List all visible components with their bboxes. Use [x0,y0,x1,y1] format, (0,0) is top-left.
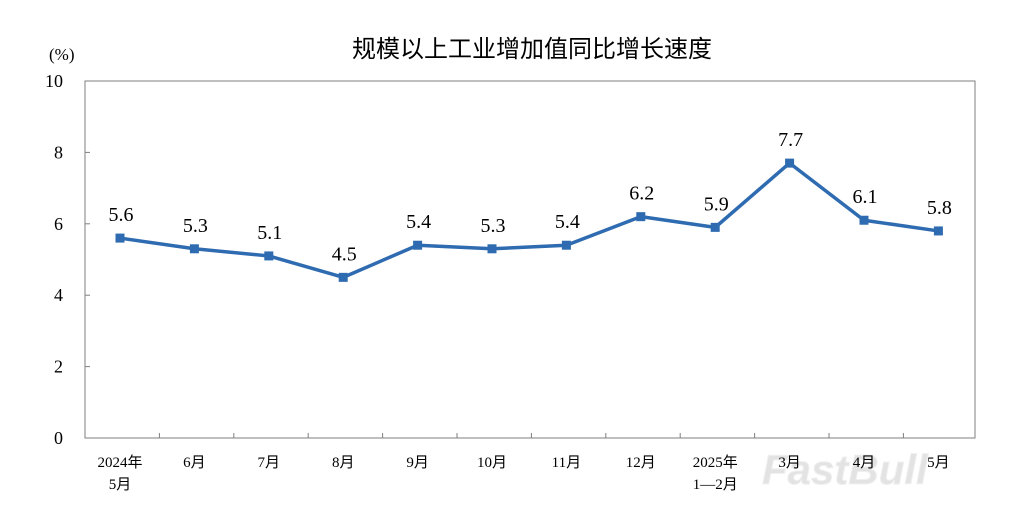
data-point-marker [487,244,497,254]
x-tick-label: 5月 [109,477,132,493]
x-tick-label: 2024年 [97,454,142,471]
y-tick-label: 4 [54,285,63,305]
data-point-marker [785,158,795,168]
x-tick-label: 7月 [258,455,281,471]
data-point-marker [264,251,274,261]
x-tick-label: 10月 [477,455,507,471]
data-label: 5.8 [927,197,952,219]
data-point-marker [189,244,199,254]
data-label: 4.5 [332,243,357,265]
x-tick-label: 8月 [332,455,355,471]
data-point-marker [859,215,869,225]
data-label: 5.1 [257,222,282,244]
data-label: 5.3 [183,215,208,237]
x-tick-label: 6月 [183,455,206,471]
x-tick-label: 4月 [853,455,876,471]
y-tick-label: 10 [45,71,63,91]
axes: 0 2 4 6 8 10 2024年 5月 6月 7月 8月 9月 10月 11月 12月 2025年 1—2月… [45,71,976,493]
chart-title: 规模以上工业增加值同比增长速度 [352,35,712,63]
x-tick-label: 3月 [778,455,801,471]
data-label: 5.4 [406,211,431,233]
data-label: 5.9 [704,193,729,215]
data-marks: 5.6 5.3 5.1 4.5 5.4 5.3 5.4 6.2 5.9 7.7 6.1 5.8 [109,129,952,282]
plot-frame [84,80,976,439]
x-tick-label: 5月 [927,455,950,471]
data-label: 5.4 [555,211,580,233]
data-label: 5.3 [481,215,506,237]
data-point-marker [636,212,646,222]
series-line [119,161,939,280]
y-tick-label: 6 [54,214,63,234]
y-tick-label: 0 [54,428,63,448]
x-tick-label: 1—2月 [693,477,738,493]
data-point-marker [933,226,943,236]
watermark: FastBull [762,446,929,493]
x-tick-label: 11月 [552,455,581,471]
y-tick-label: 2 [54,357,63,377]
x-tick-label: 9月 [406,455,429,471]
y-tick-label: 8 [54,142,63,162]
x-tick-label: 12月 [626,455,656,471]
data-label: 5.6 [109,204,134,226]
data-point-marker [561,240,571,250]
x-tick-label: 2025年 [693,454,738,471]
data-point-marker [338,272,348,282]
data-label: 6.2 [629,183,654,205]
data-point-marker [710,222,720,232]
y-axis-unit: (%) [49,45,74,64]
data-label: 7.7 [778,129,803,151]
data-label: 6.1 [853,186,878,208]
data-point-marker [413,240,423,250]
data-point-marker [115,233,125,243]
